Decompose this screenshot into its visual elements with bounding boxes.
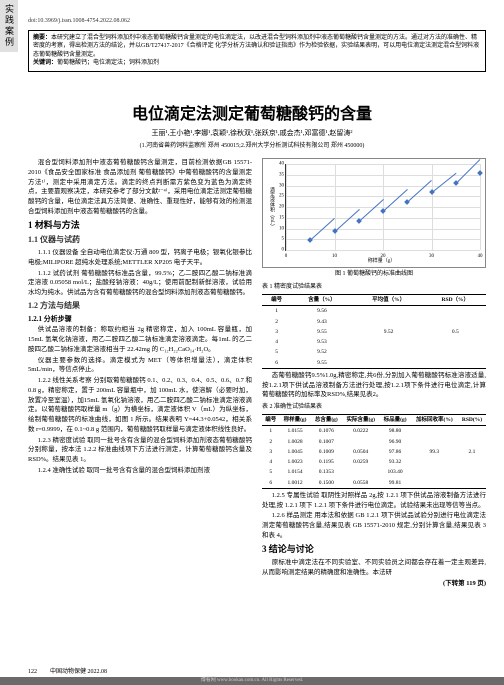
columns: 混合型饲料添加剂中液态葡萄糖酸钙含量测定，目前检测依据GB 15571-2010… [28,158,486,663]
chart-caption: 图 1 葡萄糖酸钙的标准曲线图 [262,270,486,279]
page-number: 122 [28,669,37,675]
table1-caption: 表 1 精密度试验结果表 [262,283,486,292]
table-2: 编号称样量(g)总含量(g)实际含量(g)标品量(g)加标回收率(%)RSD(%… [262,414,486,489]
affiliations: (1.河南省兽药饲料监察所 郑州 450015;2.郑州大学分析测试科技有限公司… [0,140,504,149]
abstract-text: 本研究建立了混合型饲料添加剂中液态葡萄糖酸钙含量测定的电位滴定法，以改进混合型饲… [33,35,479,58]
x-axis-label: 称样量（g） [283,258,480,266]
footer-bar: 博看网 www.bookan.com.cn. All Rights Reserv… [0,677,504,685]
abstract-label: 摘要： [33,35,51,41]
side-tab: 实践案例 [0,0,18,52]
keywords-text: 葡萄糖酸钙；电位滴定法；饲料添加剂 [57,60,159,66]
line-chart: 滴定液体积（mL） 0510152025303540010203040 称样量（… [262,158,486,268]
para-1-1-2: 1.1.2 试药试剂 葡萄糖酸钙标准品含量，99.5%；乙二胺四乙酸二钠标准滴定… [28,269,252,298]
para-1-1-1: 1.1.1 仪器设备 全自动电位滴定仪:万通 809 型，钙离子电极；银氧化银参… [28,248,252,268]
para-1-2-6: 1.2.6 样品测定 用本法和依据 GB 1.2.1 项下供试品试验分别进行电位… [262,511,486,540]
para-1-2-4: 1.2.4 准确性试验 取同一批号含有含量的混合型饲料添加剂液 [28,466,252,476]
doi: doi:10.3969/j.issn.1008-4754.2022.08.062 [28,18,130,24]
section-1-1: 1.1 仪器与试药 [28,234,252,246]
table2-caption: 表 2 准确性试验结果表 [262,403,486,412]
continue-marker: (下转第 119 页) [262,579,486,589]
left-column: 混合型饲料添加剂中液态葡萄糖酸钙含量测定，目前检测依据GB 15571-2010… [28,158,252,663]
authors: 王丽¹,王小艳¹,李娜¹,袁颖¹,徐秋双¹,张跃京¹,戚会杰¹,邓富德¹,赵留涛… [0,128,504,138]
plot-area: 0510152025303540010203040 [285,164,480,251]
intro-para: 混合型饲料添加剂中液态葡萄糖酸钙含量测定，目前检测依据GB 15571-2010… [28,158,252,217]
section-1-2-1: 1.2.1 分析步骤 [28,314,252,325]
para-1-2-1b: 仪器主要参数的选择。滴定模式为 MET（等体积增量法），滴定体积 5mL/min… [28,356,252,376]
table-1: 编号含量（%）平均值（%）RSD（%）19.5629.4339.559.520.… [262,294,486,369]
para-1-2-2: 1.2.2 线性关系考察 分别取葡萄糖酸钙 0.1、0.2、0.3、0.4、0.… [28,376,252,435]
para-1-2-5: 1.2.5 专属性试验 取阴性对照样品 2g,按 1.2.1 项下供试品溶液制备… [262,491,486,511]
para-3: 原标准中滴定法在不同实验室、不同实验员之间都会存在着一定主观差异,从而影响测定结… [262,558,486,578]
footer-source: 中国动物保健 2022.08 [50,666,107,675]
para-1-2-1a: 供试品溶液的制备：称取约相当 2g 精密称定，加入 100mL 容量瓶，加 15… [28,325,252,354]
keywords-label: 关键词： [33,60,57,66]
footer: 122 中国动物保健 2022.08 博看网 www.bookan.com.cn… [0,665,504,685]
right-column: 滴定液体积（mL） 0510152025303540010203040 称样量（… [262,158,486,663]
page: 实践案例 doi:10.3969/j.issn.1008-4754.2022.0… [0,0,504,685]
section-1: 1 材料与方法 [28,219,252,233]
article-title: 电位滴定法测定葡萄糖酸钙的含量 [0,100,504,124]
right-mid-para: 态葡萄糖酸钙9.5%1.0g,精密称定,共6份,分别加入葡萄糖酸钙标准溶液适量,… [262,371,486,400]
abstract-box: 摘要：本研究建立了混合型饲料添加剂中液态葡萄糖酸钙含量测定的电位滴定法，以改进混… [28,30,486,72]
para-1-2-3: 1.2.3 精密度试验 取同一批号含有含量的混合型饲料添加剂液态葡萄糖酸钙分别称… [28,436,252,465]
section-3: 3 结论与讨论 [262,543,486,557]
section-1-2: 1.2 方法与结果 [28,300,252,312]
